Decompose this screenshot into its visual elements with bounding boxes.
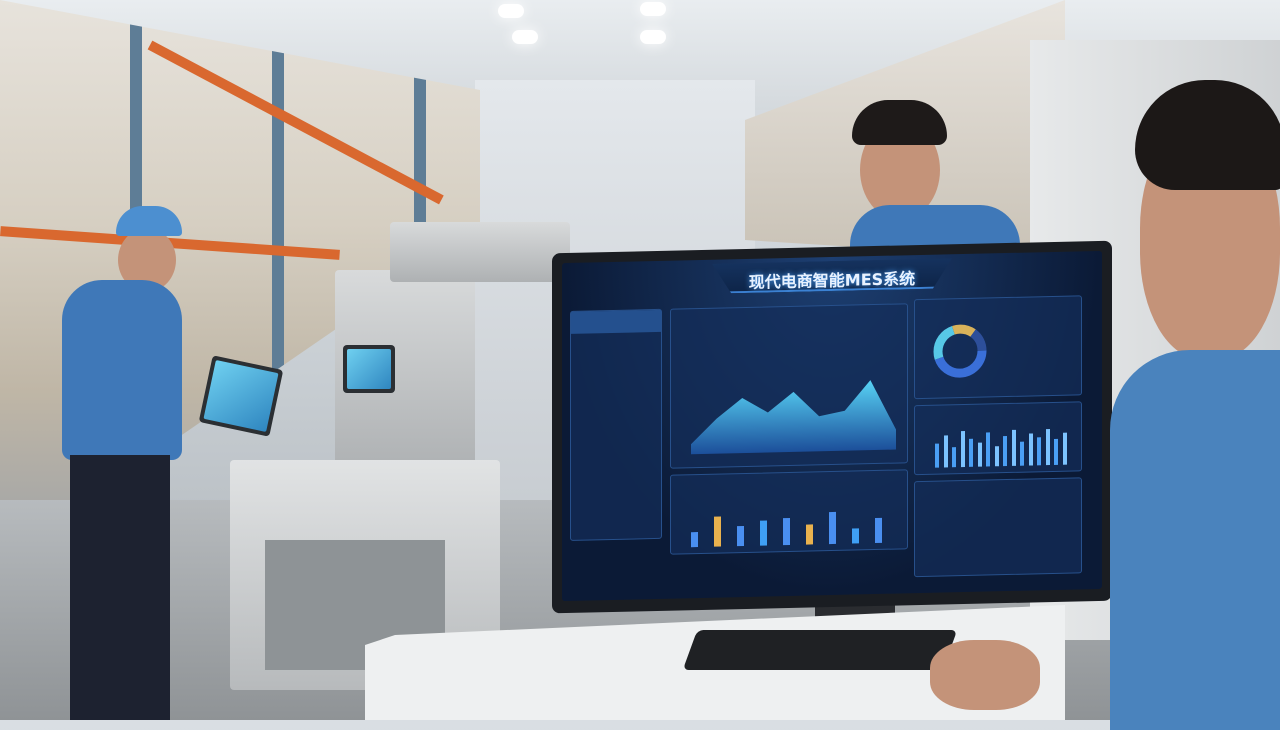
ceiling-light	[512, 30, 538, 44]
nav-item[interactable]	[571, 332, 661, 356]
bar	[994, 446, 999, 467]
bar	[691, 532, 698, 548]
station-screen	[343, 345, 395, 393]
dashboard-title: 现代电商智能MES系统	[748, 269, 916, 292]
monitor-base	[682, 630, 958, 670]
bar	[960, 430, 965, 468]
bar	[1003, 436, 1007, 467]
sidebar-nav	[570, 308, 662, 541]
operator-hair	[1135, 80, 1280, 190]
bar	[969, 438, 973, 467]
bar	[852, 528, 859, 544]
bar	[875, 517, 882, 544]
bar	[1062, 432, 1067, 465]
machine	[390, 222, 570, 282]
area-chart-panel	[670, 303, 908, 469]
bar	[714, 516, 721, 547]
bar	[1028, 433, 1033, 466]
worker-shirt	[62, 280, 182, 460]
bar	[986, 432, 990, 467]
operator-hand	[930, 640, 1040, 710]
donut-segment	[933, 324, 987, 378]
bar	[1037, 437, 1041, 466]
bar	[806, 524, 813, 545]
donut-segment	[933, 324, 987, 378]
handheld-tablet	[198, 355, 284, 437]
worker-pants	[70, 455, 170, 720]
ceiling-light	[640, 30, 666, 44]
monitor: 现代电商智能MES系统	[552, 240, 1112, 614]
bar	[977, 442, 982, 467]
bar-panel-small	[914, 401, 1082, 476]
bar	[952, 447, 956, 468]
bar	[829, 511, 836, 545]
bar	[783, 517, 790, 546]
area-series	[691, 380, 896, 455]
nav-item[interactable]	[571, 420, 661, 444]
bar	[1045, 429, 1050, 466]
bar	[760, 520, 767, 546]
cap	[116, 206, 182, 236]
ceiling-light	[640, 2, 666, 16]
nav-item[interactable]	[571, 354, 661, 378]
donut-segment	[933, 324, 987, 378]
area-chart	[691, 380, 896, 455]
nav-item[interactable]	[571, 398, 661, 422]
bar	[943, 435, 948, 468]
bar	[1054, 438, 1058, 465]
operator-shirt	[1110, 350, 1280, 730]
mes-dashboard: 现代电商智能MES系统	[562, 250, 1102, 602]
bar	[935, 443, 939, 468]
hair	[852, 100, 947, 145]
bar	[737, 525, 744, 547]
list-panel	[914, 477, 1082, 578]
ceiling-light	[498, 4, 524, 18]
bar-chart-panel	[670, 469, 908, 555]
donut-panel	[914, 295, 1082, 400]
nav-item[interactable]	[571, 376, 661, 400]
nav-item[interactable]	[571, 309, 661, 334]
donut-chart	[933, 324, 987, 378]
bar	[1020, 441, 1024, 466]
bar	[1011, 429, 1016, 466]
